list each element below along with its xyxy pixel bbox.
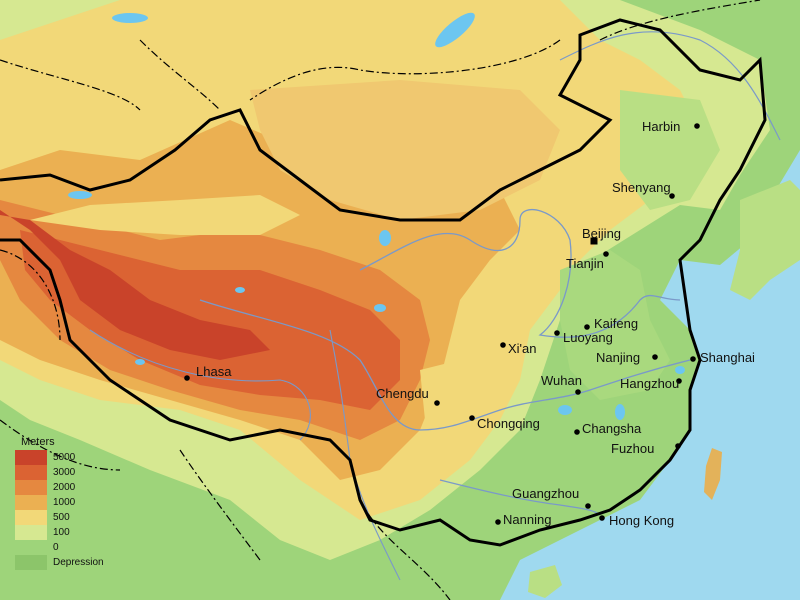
lake-poyang [615,404,625,420]
city-marker-fuzhou [675,443,681,449]
legend-item: 3000 [15,465,145,480]
legend-swatch [15,495,47,510]
land-hainan [528,565,562,598]
legend-swatch [15,465,47,480]
legend-item: 5000 [15,450,145,465]
city-label-guangzhou: Guangzhou [512,486,579,501]
relief-northeast-plain [620,90,720,210]
city-label-hangzhou: Hangzhou [620,376,679,391]
border-china [0,18,767,547]
border-neighbours [0,0,761,600]
legend-label: 0 [53,542,59,553]
city-label-changsha: Changsha [582,421,642,436]
city-marker-luoyang [554,330,560,336]
legend-item: 500 [15,510,145,525]
city-marker-guangzhou [585,503,591,509]
city-marker-shanghai [690,356,696,362]
legend-title: Meters [21,436,55,448]
city-marker-chengdu [434,400,440,406]
legend-item: 100 [15,525,145,540]
lake-tibet-1 [135,359,145,365]
legend-label: 500 [53,512,70,523]
relief-north-china-plain [560,250,670,400]
lake-tibet-3 [374,304,386,312]
river-yangtze [199,299,691,431]
lake-issyk [68,191,92,199]
city-label-lhasa: Lhasa [196,364,232,379]
lake-baikal [435,12,475,48]
city-label-fuzhou: Fuzhou [611,441,654,456]
legend-item: 1000 [15,495,145,510]
city-marker-lhasa [184,375,190,381]
elevation-legend: Meters 5000 3000 2000 1000 500 100 0 Depression [15,436,145,570]
legend-label: 100 [53,527,70,538]
city-label-hongkong: Hong Kong [609,513,674,528]
city-label-xian: Xi'an [508,341,537,356]
city-label-beijing: Beijing [582,226,621,241]
city-label-harbin: Harbin [642,119,680,134]
river-amur [559,31,781,141]
legend-item: 2000 [15,480,145,495]
city-marker-tianjin [603,251,609,257]
city-markers: Harbin Shenyang Beijing Tianjin KaifengLuoya… [184,119,755,528]
relief-tarim-basin [30,195,300,235]
city-label-chengdu: Chengdu [376,386,429,401]
legend-swatch [15,480,47,495]
legend-label: 2000 [53,482,76,493]
city-marker-harbin [694,123,700,129]
city-marker-nanjing [652,354,658,360]
river-brahmaputra [89,329,311,441]
city-label-shenyang: Shenyang [612,180,671,195]
relief-peak [0,210,270,360]
legend-swatch [15,525,47,540]
city-label-chongqing: Chongqing [477,416,540,431]
legend-label: Depression [53,557,104,568]
lake-dongting [558,405,572,415]
city-marker-xian [500,342,506,348]
lake-tibet-2 [235,287,245,293]
legend-item: Depression [15,555,145,570]
river-pearl [439,479,601,516]
city-marker-hangzhou [676,378,682,384]
river-yellow [359,209,681,338]
lake-tai [675,366,685,374]
lake-qinghai [379,230,391,246]
city-marker-changsha [574,429,580,435]
city-label-luoyang: Luoyang [563,330,613,345]
legend-swatch [15,555,47,570]
city-marker-chongqing [469,415,475,421]
city-label-tianjin: Tianjin [566,256,604,271]
legend-swatch [15,450,47,465]
legend-swatch [15,540,47,555]
city-marker-hongkong [599,515,605,521]
city-marker-wuhan [575,389,581,395]
relief-gobi [250,80,560,220]
city-label-kaifeng: Kaifeng [594,316,638,331]
city-label-nanning: Nanning [503,512,551,527]
land-korea [730,180,800,300]
legend-label: 1000 [53,497,76,508]
legend-label: 3000 [53,467,76,478]
legend-item: 0 [15,540,145,555]
city-marker-beijing [590,237,598,245]
city-label-shanghai: Shanghai [700,350,755,365]
legend-swatch [15,510,47,525]
city-marker-shenyang [669,193,675,199]
city-label-nanjing: Nanjing [596,350,640,365]
city-marker-nanning [495,519,501,525]
land-taiwan [704,448,722,500]
legend-label: 5000 [53,452,76,463]
legend-rows: 5000 3000 2000 1000 500 100 0 Depression [15,450,145,570]
city-marker-kaifeng [584,324,590,330]
lake-balkhash [112,13,148,23]
city-label-wuhan: Wuhan [541,373,582,388]
